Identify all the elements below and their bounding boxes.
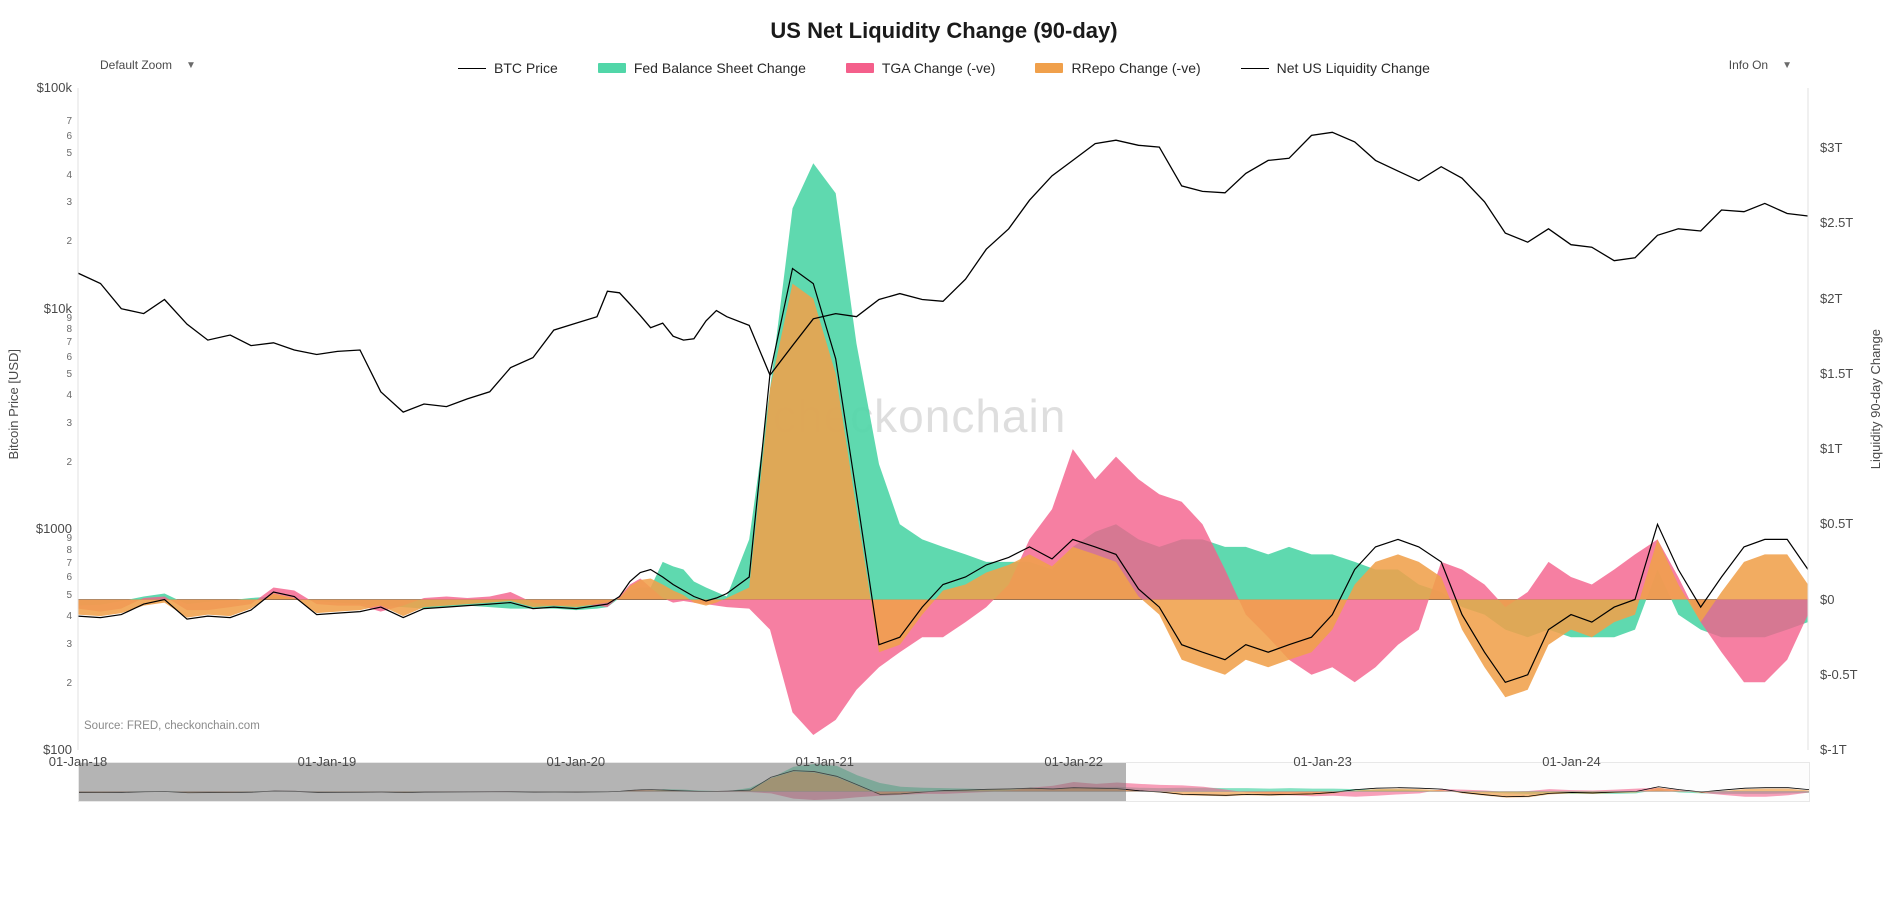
x-tick-label: 01-Jan-20 — [547, 754, 606, 769]
x-tick-label: 01-Jan-18 — [49, 754, 108, 769]
y-left-minor-tick: 9 — [66, 314, 72, 324]
y-left-minor-tick: 6 — [66, 573, 72, 583]
y-right-tick-label: $2.5T — [1820, 215, 1853, 230]
y-left-minor-tick: 2 — [66, 458, 72, 468]
y-left-minor-tick: 5 — [66, 591, 72, 601]
y-right-tick-label: $0 — [1820, 592, 1834, 607]
y-left-minor-tick: 6 — [66, 353, 72, 363]
y-left-minor-tick: 8 — [66, 546, 72, 556]
y-left-minor-tick: 4 — [66, 391, 72, 401]
y-left-tick-label: $100k — [37, 80, 72, 95]
x-tick-label: 01-Jan-21 — [795, 754, 854, 769]
y-left-minor-tick: 4 — [66, 171, 72, 181]
y-left-minor-tick: 3 — [66, 640, 72, 650]
y-left-minor-tick: 7 — [66, 559, 72, 569]
x-tick-label: 01-Jan-19 — [298, 754, 357, 769]
y-right-tick-label: $0.5T — [1820, 516, 1853, 531]
y-right-tick-label: $3T — [1820, 140, 1842, 155]
y-right-tick-label: $-1T — [1820, 742, 1847, 757]
y-left-minor-tick: 5 — [66, 370, 72, 380]
x-tick-label: 01-Jan-22 — [1044, 754, 1103, 769]
y-left-minor-tick: 5 — [66, 149, 72, 159]
y-left-minor-tick: 8 — [66, 325, 72, 335]
y-right-tick-label: $1T — [1820, 441, 1842, 456]
y-left-minor-tick: 3 — [66, 419, 72, 429]
y-right-tick-label: $1.5T — [1820, 366, 1853, 381]
x-tick-label: 01-Jan-24 — [1542, 754, 1601, 769]
y-left-minor-tick: 4 — [66, 612, 72, 622]
x-tick-label: 01-Jan-23 — [1293, 754, 1352, 769]
y-left-minor-tick: 7 — [66, 117, 72, 127]
y-left-minor-tick: 2 — [66, 679, 72, 689]
y-left-minor-tick: 6 — [66, 132, 72, 142]
btc-price-line — [78, 132, 1808, 412]
y-left-minor-tick: 2 — [66, 237, 72, 247]
y-left-minor-tick: 7 — [66, 338, 72, 348]
y-left-minor-tick: 3 — [66, 198, 72, 208]
y-left-minor-tick: 9 — [66, 534, 72, 544]
y-right-tick-label: $-0.5T — [1820, 667, 1858, 682]
y-right-tick-label: $2T — [1820, 291, 1842, 306]
